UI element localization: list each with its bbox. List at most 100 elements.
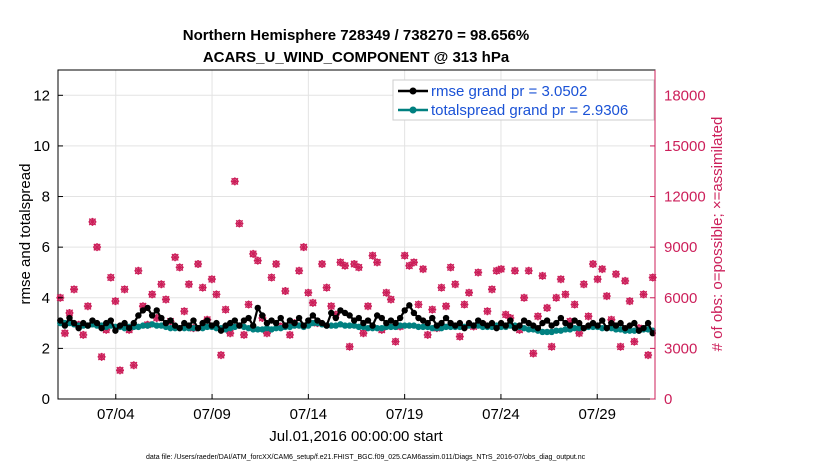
obs-point <box>561 290 570 299</box>
obs-point <box>648 273 657 282</box>
obs-point <box>106 273 115 282</box>
legend-spread-marker <box>409 106 417 114</box>
obs-point <box>239 330 248 339</box>
rmse-point <box>557 314 565 322</box>
totalspread-point <box>539 328 546 336</box>
obs-point <box>520 293 529 302</box>
obs-point <box>593 275 602 284</box>
obs-point <box>538 271 547 280</box>
legend-rmse-marker <box>409 87 417 95</box>
rmse-point <box>167 317 174 324</box>
rmse-point <box>231 317 239 324</box>
rmse-point <box>378 314 385 322</box>
obs-point <box>510 266 519 275</box>
obs-point <box>400 251 409 260</box>
rmse-point <box>190 317 197 324</box>
obs-count-series <box>56 177 657 375</box>
left-tick-label: 4 <box>42 290 50 307</box>
obs-point <box>386 295 395 304</box>
right-tick-label: 15000 <box>664 138 706 155</box>
obs-point <box>547 342 556 351</box>
obs-point <box>194 260 203 269</box>
rmse-point <box>75 324 82 332</box>
rmse-point <box>213 319 220 327</box>
rmse-point <box>93 319 101 327</box>
left-tick-label: 2 <box>42 340 50 357</box>
rmse-point <box>61 322 69 329</box>
rmse-point <box>470 322 477 329</box>
obs-point <box>497 265 506 274</box>
chart-title: Northern Hemisphere 728349 / 738270 = 98… <box>183 27 529 44</box>
left-tick-label: 12 <box>33 87 50 104</box>
obs-point <box>212 290 221 299</box>
rmse-point <box>603 324 610 332</box>
obs-point <box>405 261 414 270</box>
obs-point <box>120 285 129 294</box>
obs-point <box>97 352 106 361</box>
obs-point <box>483 307 492 316</box>
obs-point <box>354 263 363 272</box>
obs-point <box>409 258 418 267</box>
rmse-point <box>272 319 280 327</box>
obs-point <box>129 361 138 370</box>
rmse-point <box>282 322 289 329</box>
obs-point <box>602 292 611 301</box>
rmse-point <box>148 312 156 319</box>
rmse-point <box>502 322 509 329</box>
rmse-point <box>516 322 523 329</box>
legend-spread-label: totalspread grand pr = 2.9306 <box>431 102 628 119</box>
obs-point <box>589 260 598 269</box>
legend-box <box>392 79 655 121</box>
rmse-point <box>493 324 500 332</box>
rmse-point <box>456 319 464 327</box>
obs-point <box>345 342 354 351</box>
footnote: data file: /Users/raeder/DAI/ATM_forcXX/… <box>146 454 586 461</box>
rmse-point <box>364 317 372 324</box>
x-tick-label: 07/29 <box>578 406 616 423</box>
totalspread-point <box>401 322 408 329</box>
rmse-point <box>396 314 404 322</box>
totalspread-point <box>254 326 261 333</box>
rmse-point <box>631 319 638 327</box>
rmse-point <box>217 327 225 334</box>
legend-rmse-label: rmse grand pr = 3.0502 <box>431 83 587 100</box>
totalspread-point <box>153 322 160 329</box>
right-tick-label: 6000 <box>664 290 697 307</box>
right-axis-label: # of obs: o=possible; ×=assimilated <box>709 117 726 352</box>
rmse-point <box>644 319 652 327</box>
obs-point <box>171 253 180 262</box>
obs-point <box>437 283 446 292</box>
rmse-point <box>98 324 105 332</box>
rmse-point <box>176 324 183 332</box>
obs-point <box>308 298 317 307</box>
rmse-point <box>355 314 362 322</box>
obs-point <box>446 263 455 272</box>
x-tick-label: 07/04 <box>97 406 135 423</box>
obs-point <box>244 300 253 309</box>
obs-point <box>253 256 262 265</box>
rmse-point <box>245 314 252 322</box>
rmse-point <box>153 307 160 314</box>
obs-point <box>184 280 193 289</box>
rmse-point <box>598 317 606 324</box>
legend: rmse grand pr = 3.0502 totalspread grand… <box>392 79 655 121</box>
obs-point <box>60 329 69 338</box>
right-tick-label: 12000 <box>664 189 706 206</box>
obs-point <box>465 288 474 297</box>
rmse-point <box>649 330 656 337</box>
obs-point <box>579 280 588 289</box>
rmse-point <box>249 322 257 329</box>
obs-point <box>543 303 552 312</box>
obs-point <box>524 266 533 275</box>
x-tick-label: 07/14 <box>290 406 328 423</box>
rmse-point <box>406 302 413 309</box>
obs-point <box>556 275 565 284</box>
rmse-point <box>640 324 647 332</box>
obs-point <box>79 330 88 339</box>
left-tick-label: 8 <box>42 189 50 206</box>
rmse-point <box>107 317 115 324</box>
rmse-point <box>144 304 151 312</box>
obs-point <box>414 300 423 309</box>
obs-point <box>630 337 639 346</box>
totalspread-point <box>139 322 147 329</box>
